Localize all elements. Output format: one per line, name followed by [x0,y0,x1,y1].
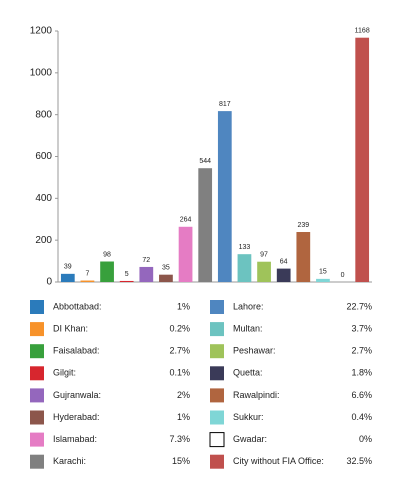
value-label: 264 [180,217,192,224]
bar [178,226,193,282]
value-label: 239 [297,222,309,229]
legend-label: Karachi: [53,456,86,466]
legend-label: Islamabad: [53,434,97,444]
legend-swatch [209,432,225,448]
bar [60,273,75,282]
legend-percent: 1% [177,301,190,311]
legend-swatch [30,344,44,359]
legend-swatch [210,388,224,403]
y-tick-label: 200 [35,235,52,246]
legend-label: Lahore: [233,301,264,311]
value-label: 98 [103,251,111,258]
legend-swatch [210,410,224,425]
legend-label: Faisalabad: [53,346,100,356]
legend-label: Sukkur: [233,412,264,422]
legend-label: Hyderabad: [53,412,100,422]
bar [355,37,370,283]
legend-swatch [30,454,44,469]
legend-percent: 0.2% [169,323,190,333]
legend-percent: 15% [172,456,190,466]
legend-percent: 0.1% [169,368,190,378]
bar [80,280,95,282]
bar [237,254,252,282]
legend-percent: 6.6% [351,390,372,400]
bar [119,280,134,282]
legend-label: Gilgit: [53,368,76,378]
bar [159,274,173,282]
legend-label: DI Khan: [53,323,88,333]
y-tick-label: 800 [35,109,52,120]
legend-label: Multan: [233,323,263,333]
legend-percent: 7.3% [169,434,190,444]
bar [198,168,213,282]
legend-swatch [30,300,44,314]
value-label: 133 [239,244,251,251]
value-label: 97 [260,252,268,259]
legend-swatch [30,388,44,403]
legend-percent: 32.5% [346,456,372,466]
legend-percent: 0% [359,434,372,444]
legend-percent: 2.7% [169,346,190,356]
legend-swatch [30,432,44,447]
legend-swatch [30,322,44,337]
legend-swatch [210,300,224,314]
legend-label: Quetta: [233,368,263,378]
y-tick-label: 400 [35,193,52,204]
bar [257,261,271,282]
legend-percent: 2.7% [351,346,372,356]
bar [139,266,154,282]
y-tick-label: 1000 [30,67,53,78]
value-label: 72 [142,257,150,264]
value-label: 544 [199,158,211,165]
value-label: 0 [341,272,345,279]
value-label: 817 [219,101,231,108]
legend-swatch [210,344,224,359]
bar [276,268,291,282]
legend-swatch [210,454,224,469]
legend-label: Abbottabad: [53,301,102,311]
legend-percent: 1% [177,412,190,422]
value-label: 1168 [355,28,370,35]
legend-swatch [210,366,224,381]
legend-percent: 2% [177,390,190,400]
y-tick-label: 1200 [30,26,53,37]
value-label: 5 [125,271,129,278]
legend-percent: 22.7% [346,301,372,311]
bar [316,278,330,282]
legend-label: Gwadar: [233,434,267,444]
y-tick-label: 600 [35,151,52,162]
legend-label: Rawalpindi: [233,390,280,400]
legend-swatch [30,410,44,425]
value-label: 15 [319,269,327,276]
legend-swatch [210,322,224,337]
value-label: 35 [162,265,170,272]
legend-label: Peshawar: [233,346,276,356]
legend-percent: 1.8% [351,368,372,378]
legend-percent: 3.7% [351,323,372,333]
value-label: 64 [280,258,288,265]
legend-label: City without FIA Office: [233,456,324,466]
value-label: 39 [64,264,72,271]
legend-percent: 0.4% [351,412,372,422]
legend-swatch [30,366,44,381]
value-label: 7 [85,270,89,277]
legend-label: Gujranwala: [53,390,101,400]
bar [217,111,232,282]
bar [296,232,311,282]
bar [100,261,114,282]
y-tick-label: 0 [46,277,52,288]
